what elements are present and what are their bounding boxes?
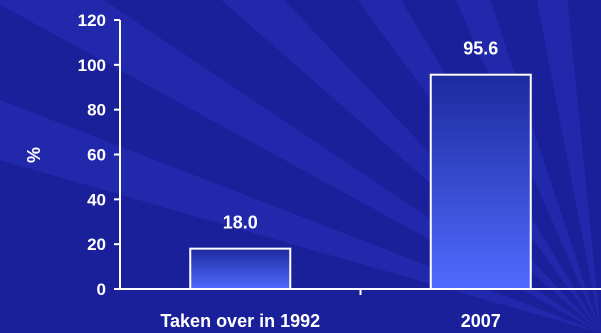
bar-value-label: 95.6 xyxy=(463,39,498,59)
y-tick-label: 20 xyxy=(87,235,106,254)
y-tick-label: 100 xyxy=(78,56,106,75)
y-tick-label: 60 xyxy=(87,146,106,165)
bar xyxy=(189,247,292,290)
bar xyxy=(429,73,532,290)
bar-value-label: 18.0 xyxy=(223,213,258,233)
x-category-label: 2007 xyxy=(461,311,501,331)
y-tick-label: 80 xyxy=(87,101,106,120)
y-tick-label: 40 xyxy=(87,190,106,209)
y-tick-label: 120 xyxy=(78,11,106,30)
y-tick-label: 0 xyxy=(97,280,106,299)
x-category-label: Taken over in 1992 xyxy=(160,311,320,331)
y-axis-label: % xyxy=(24,147,44,163)
background-ray xyxy=(536,0,601,333)
